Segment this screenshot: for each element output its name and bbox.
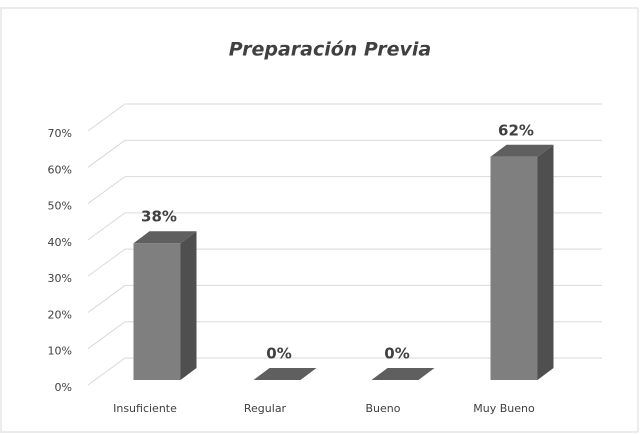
- bar: [253, 368, 317, 380]
- bar-side: [537, 144, 554, 380]
- bar-top: [371, 368, 435, 380]
- data-label: 62%: [498, 121, 534, 139]
- data-label: 38%: [141, 208, 177, 226]
- chart-title: Preparación Previa: [229, 39, 432, 61]
- bar: [490, 144, 554, 380]
- bar-front: [133, 243, 181, 380]
- bar-top: [253, 368, 317, 380]
- grid-line: [87, 176, 602, 204]
- data-label: 0%: [266, 345, 291, 363]
- y-tick-label: 40%: [48, 236, 72, 249]
- y-tick-label: 10%: [48, 345, 72, 358]
- bar-top: [133, 231, 197, 244]
- grid-line: [87, 103, 602, 132]
- x-tick-label: Muy Bueno: [473, 402, 535, 415]
- data-label: 0%: [384, 345, 409, 363]
- y-tick-label: 60%: [48, 163, 72, 176]
- y-tick-label: 20%: [48, 308, 72, 321]
- grid-line: [87, 321, 602, 350]
- grid-line: [87, 212, 602, 241]
- bar: [371, 368, 435, 380]
- bar-side: [180, 231, 197, 380]
- y-tick-label: 70%: [48, 127, 72, 140]
- y-tick-label: 0%: [55, 381, 72, 394]
- grid-line: [87, 284, 602, 313]
- x-tick-label: Insuficiente: [113, 402, 177, 415]
- grid-line: [87, 357, 602, 386]
- grid-line: [87, 139, 602, 168]
- y-tick-label: 50%: [48, 200, 72, 213]
- x-tick-label: Regular: [244, 402, 287, 415]
- y-tick-label: 30%: [48, 272, 72, 285]
- grid-line: [87, 248, 602, 277]
- bar-front: [490, 156, 538, 380]
- bar: [133, 231, 197, 380]
- x-tick-label: Bueno: [366, 402, 401, 415]
- bar-top: [490, 144, 554, 157]
